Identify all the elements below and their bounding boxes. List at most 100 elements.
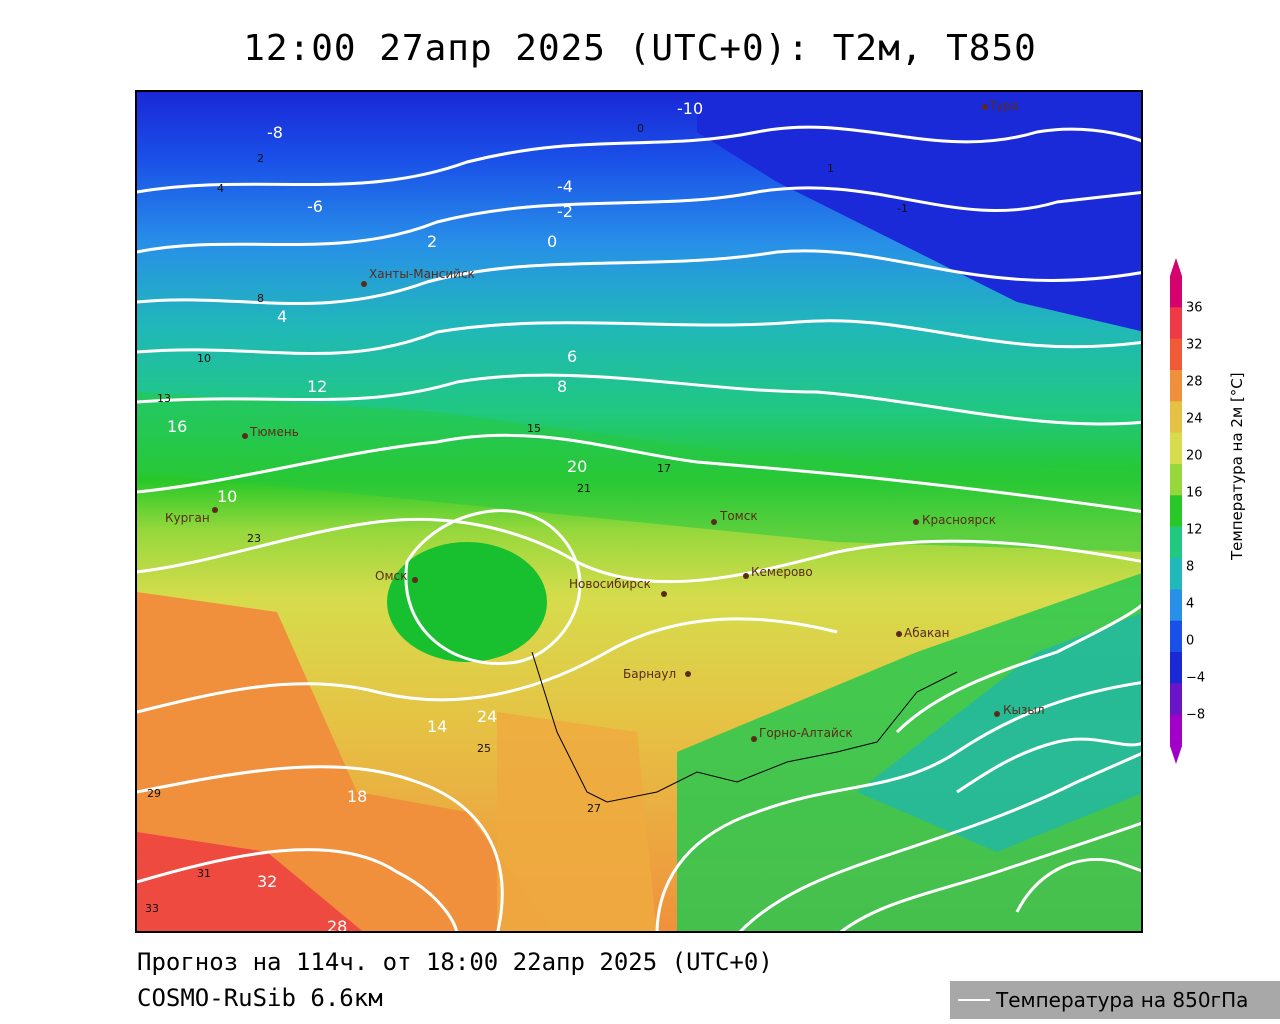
city-krasnoyarsk: Красноярск	[913, 513, 996, 527]
colorbar-bottom-arrow	[1170, 746, 1182, 764]
iso-label: 28	[327, 917, 347, 933]
t2m-value: 0	[637, 122, 644, 135]
model-info: COSMO-RuSib 6.6км	[137, 984, 383, 1012]
colorbar-tick-label: 4	[1186, 597, 1194, 612]
colorbar: 36 32 28 24 20 16 12 8 4 0 −4 −8	[1160, 256, 1270, 776]
forecast-info: Прогноз на 114ч. от 18:00 22апр 2025 (UT…	[137, 948, 773, 976]
map-title: 12:00 27апр 2025 (UTC+0): T2м, T850	[243, 28, 1037, 69]
omsk-warm-patch	[387, 542, 547, 662]
colorbar-top-arrow	[1170, 258, 1182, 276]
svg-text:Новосибирск: Новосибирск	[569, 577, 651, 591]
t2m-value: 31	[197, 867, 211, 880]
iso-label: 8	[557, 377, 567, 396]
city-kurgan: Курган	[165, 507, 218, 525]
svg-text:Абакан: Абакан	[904, 626, 949, 640]
colorbar-stripes	[1170, 258, 1182, 764]
svg-text:Красноярск: Красноярск	[922, 513, 996, 527]
iso-label: 14	[427, 717, 447, 736]
city-tyumen: Тюмень	[242, 425, 299, 439]
t2m-value: 4	[217, 182, 224, 195]
isotherm-labels: -10 -8 -6 -4 -2 0 2 4 6 8 10 12 14 16 18…	[167, 99, 703, 933]
iso-label: 6	[567, 347, 577, 366]
t2m-value: 15	[527, 422, 541, 435]
colorbar-swatch	[1170, 401, 1182, 434]
svg-text:Курган: Курган	[165, 511, 210, 525]
colorbar-tick-label: 32	[1186, 337, 1203, 352]
colorbar-svg: 36 32 28 24 20 16 12 8 4 0 −4 −8	[1170, 258, 1205, 764]
t2m-value: 23	[247, 532, 261, 545]
colorbar-tick-label: 8	[1186, 560, 1194, 575]
svg-text:Томск: Томск	[719, 509, 758, 523]
colorbar-tick-label: 16	[1186, 485, 1203, 500]
iso-label: 0	[547, 232, 557, 251]
svg-text:Кемерово: Кемерово	[751, 565, 813, 579]
t2m-value: -1	[897, 202, 908, 215]
colorbar-swatch	[1170, 495, 1182, 528]
colorbar-swatch	[1170, 338, 1182, 371]
city-gorno-altaysk: Горно-Алтайск	[751, 726, 853, 742]
colorbar-swatch	[1170, 307, 1182, 340]
iso-label: 2	[427, 232, 437, 251]
t2m-value: 2	[257, 152, 264, 165]
t2m-value: 27	[587, 802, 601, 815]
iso-label: -6	[307, 197, 323, 216]
colorbar-tick-label: −4	[1186, 671, 1205, 686]
t2m-value: 13	[157, 392, 171, 405]
city-kemerovo: Кемерово	[743, 565, 813, 579]
iso-label: 20	[567, 457, 587, 476]
iso-label: -4	[557, 177, 573, 196]
t2m-value: 17	[657, 462, 671, 475]
iso-label: 4	[277, 307, 287, 326]
colorbar-swatch	[1170, 276, 1182, 308]
legend-label: Температура на 850гПа	[996, 988, 1249, 1012]
hot-region	[137, 592, 555, 931]
temperature-map: -10 -8 -6 -4 -2 0 2 4 6 8 10 12 14 16 18…	[135, 90, 1143, 933]
svg-text:Омск: Омск	[375, 569, 407, 583]
t2m-value: 8	[257, 292, 264, 305]
t2m-value: 29	[147, 787, 161, 800]
colorbar-tick-label: 20	[1186, 448, 1203, 463]
t2m-labels: 0 1 -1 2 4 8 10 13 15 17 21 23 25 27 29 …	[145, 122, 908, 915]
country-border	[531, 651, 958, 803]
colorbar-tick-label: 36	[1186, 300, 1203, 315]
hottest-region	[137, 832, 363, 931]
iso-label: 24	[477, 707, 497, 726]
legend: Температура на 850гПа	[950, 981, 1280, 1019]
svg-text:Тюмень: Тюмень	[249, 425, 299, 439]
colorbar-tick-label: −8	[1186, 708, 1205, 723]
colorbar-tick-label: 0	[1186, 634, 1194, 649]
iso-label: 32	[257, 872, 277, 891]
colorbar-swatch	[1170, 620, 1182, 653]
svg-text:Ханты-Мансийск: Ханты-Мансийск	[369, 267, 475, 281]
green-band	[137, 392, 1141, 552]
t2m-value: 25	[477, 742, 491, 755]
city-tura: Тура	[982, 99, 1018, 113]
colorbar-swatch	[1170, 558, 1182, 590]
colorbar-tick-label: 24	[1186, 411, 1203, 426]
city-omsk: Омск	[375, 569, 418, 583]
svg-text:Тура: Тура	[988, 99, 1018, 113]
iso-label: -10	[677, 99, 703, 118]
legend-line-swatch	[958, 999, 990, 1001]
t2m-value: 21	[577, 482, 591, 495]
city-tomsk: Томск	[711, 509, 758, 525]
cold-region	[697, 92, 1141, 332]
city-novosibirsk: Новосибирск	[569, 577, 667, 597]
colorbar-swatch	[1170, 432, 1182, 465]
colorbar-ticks: 36 32 28 24 20 16 12 8 4 0 −4 −8	[1186, 300, 1205, 722]
iso-label: 10	[217, 487, 237, 506]
city-khanty-mansiysk: Ханты-Мансийск	[361, 267, 475, 287]
mountain-cold-region	[857, 613, 1141, 852]
map-canvas: -10 -8 -6 -4 -2 0 2 4 6 8 10 12 14 16 18…	[137, 92, 1141, 933]
iso-label: -2	[557, 202, 573, 221]
colorbar-swatch	[1170, 683, 1182, 716]
svg-text:Барнаул: Барнаул	[623, 667, 676, 681]
colorbar-swatch	[1170, 589, 1182, 622]
t2m-value: 1	[827, 162, 834, 175]
colorbar-swatch	[1170, 652, 1182, 684]
isotherms-850	[137, 125, 1141, 931]
iso-label: 16	[167, 417, 187, 436]
colorbar-swatch	[1170, 370, 1182, 402]
iso-label: 12	[307, 377, 327, 396]
cities: Ханты-Мансийск Тюмень Курган Омск Новоси…	[165, 99, 1045, 742]
